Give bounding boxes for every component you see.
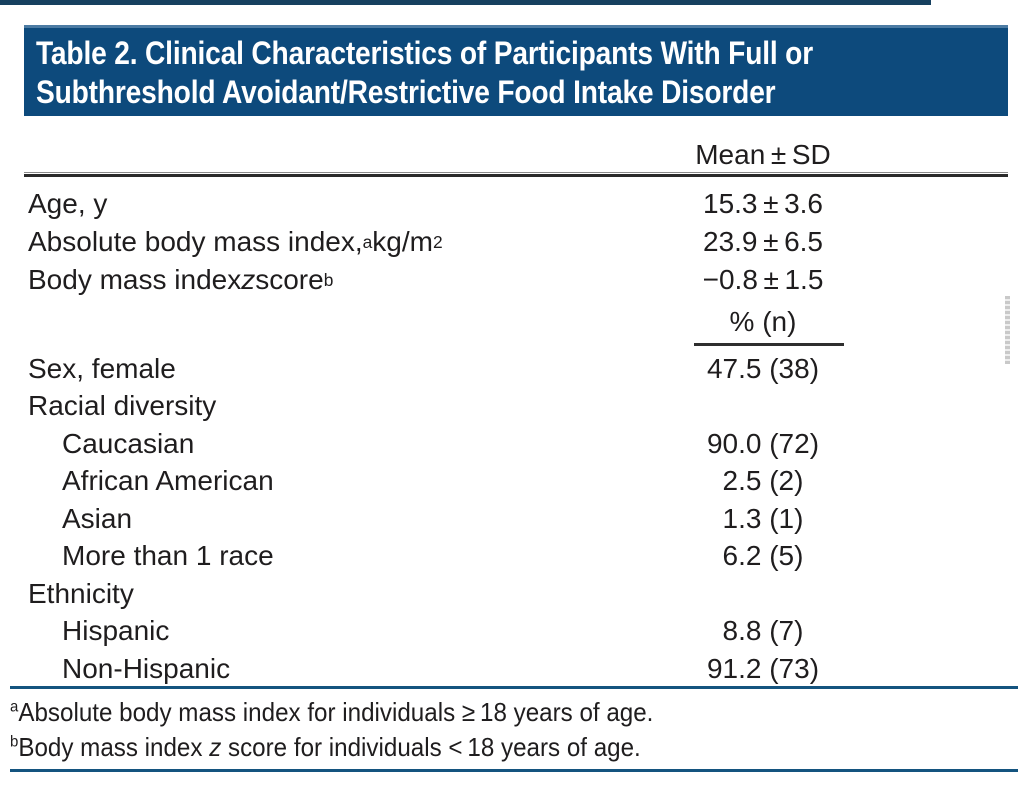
table-row: Asian 1.3 (1) [0, 500, 1027, 538]
page-top-rule [0, 0, 931, 5]
bottom-rule [10, 769, 1018, 772]
text-segment: Body mass index [28, 264, 242, 295]
table-row: Hispanic 8.8 (7) [0, 613, 1027, 651]
table-row: Ethnicity [0, 575, 1027, 613]
row-label: More than 1 race [62, 538, 274, 576]
table-row: Non-Hispanic 91.2 (73) [0, 650, 1027, 688]
row-label: Age, y [28, 185, 107, 223]
row-label: Absolute body mass index, a kg/m 2 [28, 226, 443, 257]
row-value: 8.8 (7) [722, 615, 804, 647]
row-label: Hispanic [62, 613, 169, 651]
table-row: Age, y 15.3 ± 3.6 [0, 185, 1027, 223]
text-segment: Ethnicity [28, 577, 134, 609]
text-segment: Racial diversity [28, 390, 217, 422]
row-label: Racial diversity [28, 388, 216, 426]
text-segment: Absolute body mass index for individuals… [18, 697, 654, 727]
table-row: Absolute body mass index, a kg/m 2 23.9 ± 6… [0, 223, 1027, 261]
table-title: Table 2. Clinical Characteristics of Par… [36, 34, 813, 112]
italic-text: z [209, 732, 222, 762]
row-value: 15.3 ± 3.6 [703, 188, 823, 219]
table-title-banner: Table 2. Clinical Characteristics of Par… [24, 25, 1008, 116]
table-title-line2: Subthreshold Avoidant/Restrictive Food I… [36, 74, 776, 110]
row-value: −0.8 ± 1.5 [702, 264, 824, 295]
text-segment: Age, y [28, 188, 108, 219]
row-value: 23.9 ± 6.5 [703, 226, 823, 257]
page-margin-mark [1005, 296, 1010, 364]
table-title-line1: Table 2. Clinical Characteristics of Par… [36, 35, 813, 71]
row-value: 2.5 (2) [722, 465, 804, 497]
table-row: Caucasian 90.0 (72) [0, 425, 1027, 463]
text-segment: Hispanic [62, 615, 170, 647]
footnotes: aAbsolute body mass index for individual… [10, 695, 1010, 765]
italic-text: z [241, 264, 256, 295]
footnote-line: bBody mass index z score for individuals… [10, 730, 940, 765]
text-segment: African American [62, 465, 274, 497]
table-row: More than 1 race 6.2 (5) [0, 538, 1027, 576]
row-value: 1.3 (1) [722, 502, 804, 534]
table-row: Body mass index z score b −0.8 ± 1.5 [0, 261, 1027, 299]
table-row: African American 2.5 (2) [0, 463, 1027, 501]
row-label: Non-Hispanic [62, 650, 230, 688]
footnote-marker: b [10, 732, 19, 751]
text-segment: Absolute body mass index, [28, 226, 363, 257]
table-row: Racial diversity [0, 388, 1027, 426]
row-label: African American [62, 463, 274, 501]
row-label: Sex, female [28, 350, 176, 388]
text-segment: More than 1 race [62, 540, 274, 572]
header-rule [24, 172, 1008, 177]
footnote-marker: a [10, 697, 19, 716]
row-label: Asian [62, 500, 132, 538]
table-row: Sex, female 47.5 (38) [0, 350, 1027, 388]
footnote-top-rule [10, 686, 1018, 689]
row-value: 47.5 (38) [706, 352, 820, 384]
row-label: Caucasian [62, 425, 194, 463]
text-segment: Asian [62, 502, 133, 534]
footnote-line: aAbsolute body mass index for individual… [10, 695, 940, 730]
column-header-pct-n: % (n) [729, 306, 797, 337]
text-segment: score [255, 264, 324, 295]
text-segment: Sex, female [28, 352, 176, 384]
row-label: Ethnicity [28, 575, 134, 613]
column-header-mean-sd: Mean ± SD [695, 139, 831, 170]
row-value: 90.0 (72) [706, 427, 820, 459]
row-value: 91.2 (73) [706, 652, 820, 684]
pct-n-rows: Sex, female 47.5 (38) Racial diversity Cauc… [0, 350, 1027, 688]
text-segment: score for individuals < 18 years of age. [221, 732, 641, 762]
text-segment: kg/m [372, 226, 433, 257]
mean-sd-rows: Age, y 15.3 ± 3.6 Absolute body mass index… [0, 185, 1027, 299]
text-segment: Non-Hispanic [62, 652, 231, 684]
text-segment: Caucasian [62, 427, 195, 459]
pct-header-underline [694, 343, 844, 346]
row-value: 6.2 (5) [722, 540, 804, 572]
text-segment: Body mass index [18, 732, 210, 762]
row-label: Body mass index z score b [28, 264, 334, 295]
